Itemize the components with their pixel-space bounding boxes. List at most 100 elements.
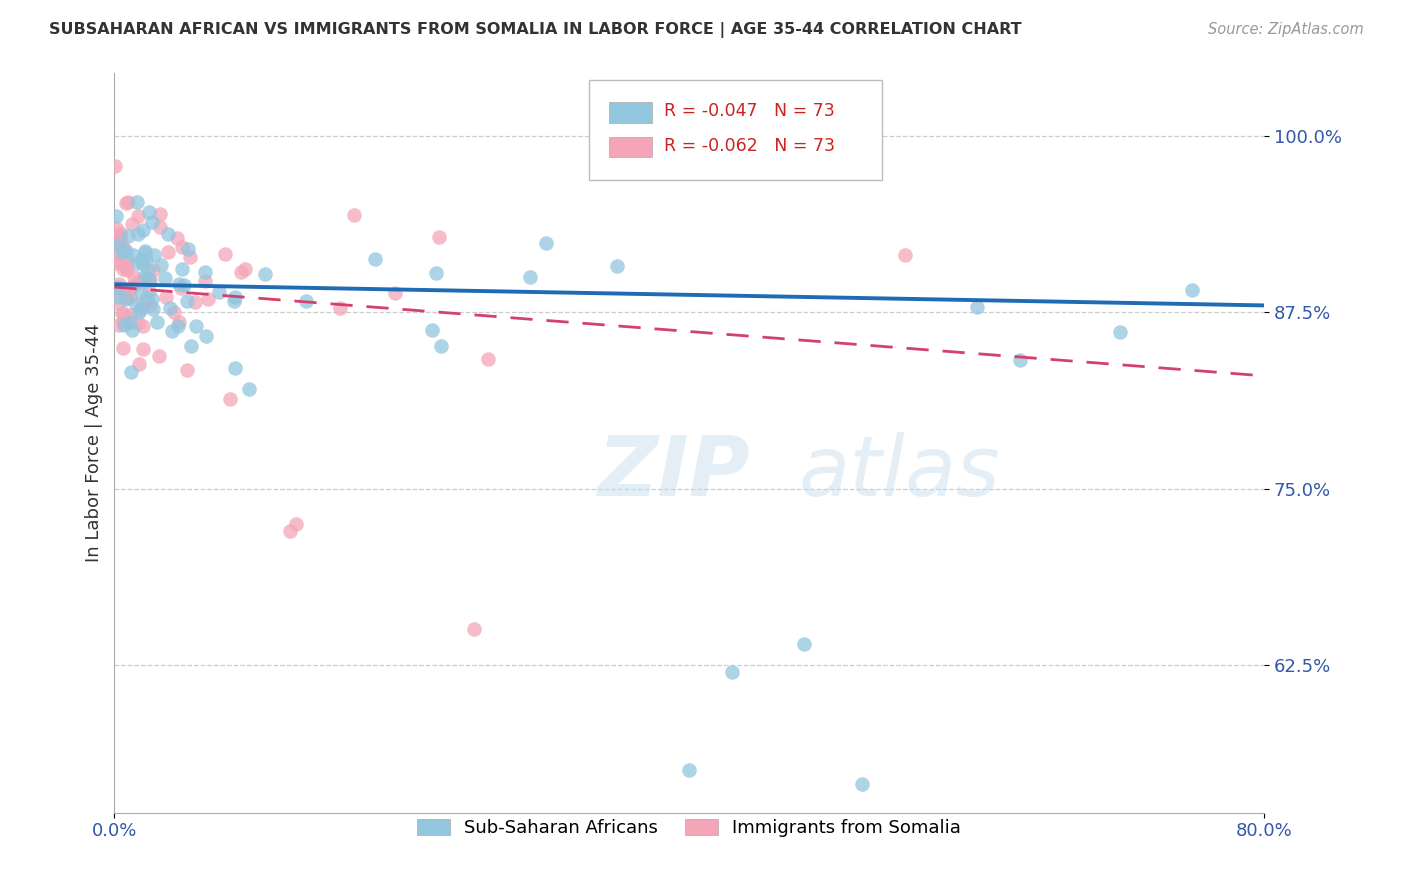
Point bbox=[131, 256, 153, 270]
Point bbox=[131, 301, 153, 316]
Point bbox=[197, 292, 219, 306]
Point bbox=[231, 265, 253, 279]
Point bbox=[194, 275, 217, 289]
Point bbox=[214, 247, 236, 261]
Point bbox=[104, 282, 127, 296]
Point bbox=[112, 318, 135, 333]
Point bbox=[107, 290, 129, 304]
Point bbox=[180, 339, 202, 353]
Point bbox=[118, 284, 141, 298]
Point bbox=[162, 305, 184, 319]
Point bbox=[127, 256, 149, 270]
Point bbox=[222, 293, 245, 308]
Point bbox=[153, 270, 176, 285]
Text: SUBSAHARAN AFRICAN VS IMMIGRANTS FROM SOMALIA IN LABOR FORCE | AGE 35-44 CORRELA: SUBSAHARAN AFRICAN VS IMMIGRANTS FROM SO… bbox=[49, 22, 1022, 38]
Point bbox=[159, 301, 181, 316]
Bar bbox=[609, 102, 652, 122]
Point bbox=[1008, 353, 1031, 368]
Point bbox=[138, 205, 160, 219]
Point bbox=[142, 262, 165, 277]
Point bbox=[127, 316, 149, 330]
Point bbox=[115, 260, 138, 275]
Point bbox=[107, 318, 129, 332]
Point bbox=[115, 253, 138, 268]
Point bbox=[110, 237, 132, 252]
Point bbox=[120, 315, 142, 329]
Point bbox=[115, 290, 138, 304]
Point bbox=[427, 230, 450, 244]
Text: R = -0.047   N = 73: R = -0.047 N = 73 bbox=[664, 103, 835, 120]
Point bbox=[167, 277, 190, 291]
Point bbox=[138, 263, 160, 277]
Point bbox=[295, 294, 318, 309]
Point bbox=[105, 255, 128, 269]
Point bbox=[534, 236, 557, 251]
Point bbox=[1181, 283, 1204, 297]
Point bbox=[108, 277, 131, 291]
Point bbox=[105, 230, 128, 244]
Point bbox=[851, 777, 873, 791]
Point bbox=[157, 227, 180, 241]
Point bbox=[117, 194, 139, 209]
Point bbox=[105, 221, 128, 235]
Point bbox=[129, 285, 152, 299]
Point bbox=[721, 665, 744, 679]
Point bbox=[194, 328, 217, 343]
Point bbox=[254, 267, 277, 281]
Point bbox=[149, 207, 172, 221]
Text: Source: ZipAtlas.com: Source: ZipAtlas.com bbox=[1208, 22, 1364, 37]
Point bbox=[141, 215, 163, 229]
Point bbox=[284, 516, 307, 531]
Point bbox=[104, 234, 127, 248]
Point bbox=[184, 295, 207, 310]
Point bbox=[127, 209, 149, 223]
Point bbox=[134, 268, 156, 283]
Point bbox=[176, 362, 198, 376]
Point bbox=[127, 275, 149, 289]
Point bbox=[112, 307, 135, 321]
Point bbox=[329, 301, 352, 315]
Point bbox=[430, 339, 453, 353]
Point bbox=[238, 382, 260, 396]
Point bbox=[107, 296, 129, 310]
Point bbox=[179, 250, 201, 264]
Point bbox=[194, 265, 217, 279]
Point bbox=[120, 365, 142, 379]
Point bbox=[186, 319, 208, 334]
Point bbox=[104, 210, 127, 224]
Point bbox=[131, 274, 153, 288]
Point bbox=[219, 392, 242, 406]
Point bbox=[169, 281, 191, 295]
Point bbox=[111, 341, 134, 355]
Text: ZIP: ZIP bbox=[598, 432, 749, 513]
Point bbox=[224, 360, 246, 375]
Point bbox=[363, 252, 385, 266]
Point bbox=[966, 300, 988, 314]
Point bbox=[120, 308, 142, 322]
Point bbox=[160, 324, 183, 338]
Point bbox=[155, 290, 177, 304]
Point bbox=[108, 227, 131, 241]
Point bbox=[110, 306, 132, 320]
Point bbox=[425, 266, 447, 280]
Point bbox=[128, 357, 150, 371]
Point bbox=[142, 301, 165, 316]
Point bbox=[420, 323, 443, 337]
Point bbox=[463, 623, 485, 637]
Point bbox=[131, 299, 153, 313]
Point bbox=[134, 246, 156, 260]
Point bbox=[132, 319, 155, 334]
FancyBboxPatch shape bbox=[589, 80, 883, 180]
Point bbox=[127, 227, 149, 241]
Y-axis label: In Labor Force | Age 35-44: In Labor Force | Age 35-44 bbox=[86, 324, 103, 562]
Point bbox=[148, 350, 170, 364]
Point bbox=[121, 217, 143, 231]
Point bbox=[166, 231, 188, 245]
Point bbox=[170, 240, 193, 254]
Point bbox=[118, 290, 141, 304]
Text: atlas: atlas bbox=[799, 432, 1000, 513]
Point bbox=[138, 273, 160, 287]
Point bbox=[167, 319, 190, 334]
Point bbox=[1109, 325, 1132, 339]
Point bbox=[127, 195, 149, 210]
